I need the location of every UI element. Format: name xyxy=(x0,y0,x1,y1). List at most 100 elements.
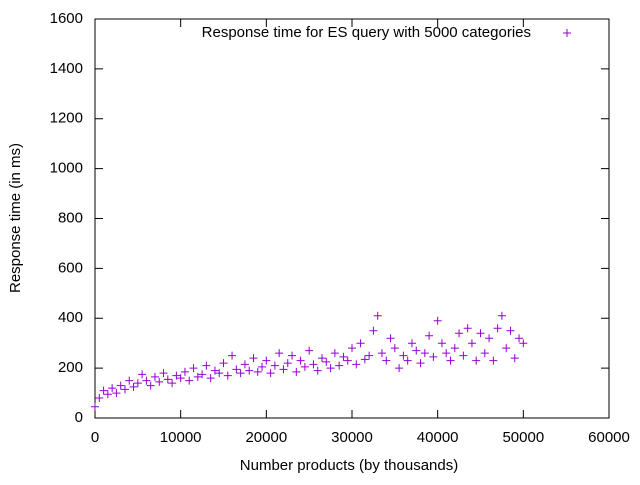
y-tick-label: 0 xyxy=(75,409,83,426)
point xyxy=(198,370,207,379)
point xyxy=(455,329,464,338)
point xyxy=(305,346,314,355)
point xyxy=(407,339,416,348)
x-tick-label: 60000 xyxy=(588,429,630,446)
point xyxy=(395,364,404,373)
point xyxy=(339,352,348,361)
point xyxy=(322,357,331,366)
point xyxy=(283,359,292,368)
point xyxy=(193,372,202,381)
point xyxy=(309,360,318,369)
point xyxy=(262,356,271,365)
point xyxy=(215,369,224,378)
point xyxy=(497,311,506,320)
point xyxy=(463,324,472,333)
point xyxy=(476,329,485,338)
y-tick-label: 200 xyxy=(58,359,83,376)
x-tick-label: 0 xyxy=(91,429,99,446)
point xyxy=(219,359,228,368)
point xyxy=(266,369,275,378)
point xyxy=(228,351,237,360)
point xyxy=(223,371,232,380)
point xyxy=(168,379,177,388)
point xyxy=(335,361,344,370)
point xyxy=(150,372,159,381)
point xyxy=(258,362,267,371)
y-tick-label: 1200 xyxy=(50,110,83,127)
point xyxy=(399,351,408,360)
point xyxy=(176,374,185,383)
point xyxy=(365,351,374,360)
x-tick-label: 20000 xyxy=(245,429,287,446)
point xyxy=(292,367,301,376)
point xyxy=(91,402,99,411)
point xyxy=(369,326,378,335)
point xyxy=(288,351,297,360)
point xyxy=(356,339,365,348)
point xyxy=(133,379,142,388)
point xyxy=(467,339,476,348)
point xyxy=(360,355,369,364)
point xyxy=(502,344,511,353)
legend-marker xyxy=(563,29,571,37)
y-tick-label: 800 xyxy=(58,209,83,226)
y-tick-label: 400 xyxy=(58,309,83,326)
point xyxy=(300,362,309,371)
point xyxy=(270,361,279,370)
point xyxy=(373,311,382,320)
point xyxy=(279,365,288,374)
point xyxy=(275,349,284,358)
point xyxy=(129,382,138,391)
point xyxy=(390,344,399,353)
point xyxy=(313,366,322,375)
point xyxy=(489,356,498,365)
point xyxy=(249,354,258,363)
point xyxy=(485,334,494,343)
point xyxy=(472,356,481,365)
point xyxy=(206,374,215,383)
point xyxy=(138,370,147,379)
point xyxy=(382,356,391,365)
point xyxy=(429,352,438,361)
point xyxy=(253,367,262,376)
point xyxy=(103,390,112,399)
point xyxy=(519,339,528,348)
point xyxy=(120,385,129,394)
point xyxy=(180,367,189,376)
point xyxy=(95,394,104,403)
x-tick-label: 30000 xyxy=(331,429,373,446)
x-tick-label: 50000 xyxy=(502,429,544,446)
point xyxy=(480,349,489,358)
point xyxy=(425,331,434,340)
point xyxy=(412,346,421,355)
point xyxy=(506,326,515,335)
point xyxy=(348,344,356,353)
point xyxy=(210,366,219,375)
point xyxy=(377,349,386,358)
point xyxy=(189,364,198,373)
point xyxy=(343,356,352,365)
legend-label: Response time for ES query with 5000 cat… xyxy=(202,24,531,41)
point xyxy=(352,360,361,369)
point xyxy=(155,377,164,386)
point xyxy=(459,351,468,360)
point xyxy=(99,386,108,395)
point xyxy=(142,376,151,385)
point xyxy=(172,371,181,380)
point xyxy=(296,356,305,365)
point xyxy=(450,344,459,353)
point xyxy=(515,334,524,343)
point xyxy=(442,349,451,358)
y-tick-label: 1600 xyxy=(50,10,83,27)
y-tick-label: 600 xyxy=(58,259,83,276)
point xyxy=(125,376,134,385)
point xyxy=(318,354,327,363)
y-tick-label: 1400 xyxy=(50,60,83,77)
point xyxy=(245,366,254,375)
x-axis-label: Number products (by thousands) xyxy=(240,457,458,474)
point xyxy=(493,324,502,333)
point xyxy=(386,334,395,343)
point xyxy=(232,365,241,374)
